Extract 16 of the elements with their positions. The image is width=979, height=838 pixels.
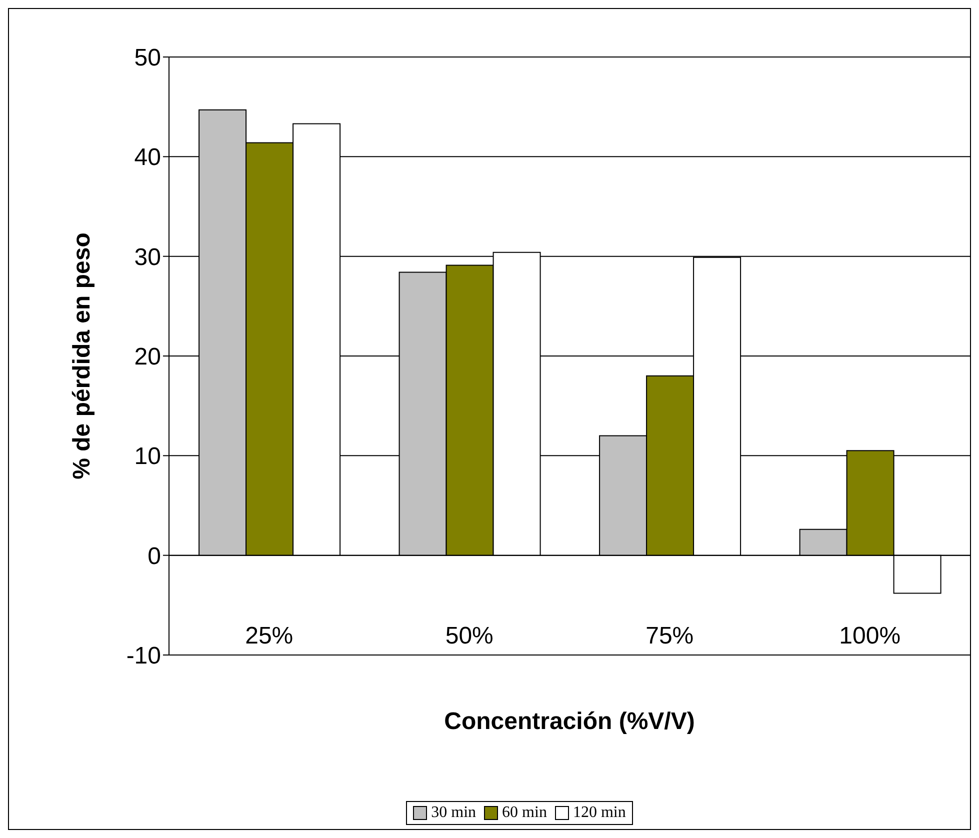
legend-label: 30 min — [430, 804, 476, 822]
y-tick-label: 10 — [134, 443, 161, 470]
x-axis-title: Concentración (%V/V) — [444, 708, 695, 735]
y-tick-label: 30 — [134, 244, 161, 271]
y-tick-label: 20 — [134, 344, 161, 371]
y-axis-title: % de pérdida en peso — [68, 232, 96, 480]
x-tick-label: 75% — [646, 622, 694, 650]
y-tick-label: 0 — [148, 542, 161, 570]
legend-label: 60 min — [501, 804, 547, 822]
x-tick-label: 50% — [445, 622, 494, 650]
x-tick-label: 100% — [839, 622, 901, 650]
y-tick-label: 50 — [134, 44, 161, 72]
legend-label: 120 min — [572, 804, 626, 822]
x-tick-label: 25% — [245, 622, 294, 650]
y-tick-label: -10 — [126, 642, 161, 670]
y-tick-label: 40 — [134, 144, 161, 172]
